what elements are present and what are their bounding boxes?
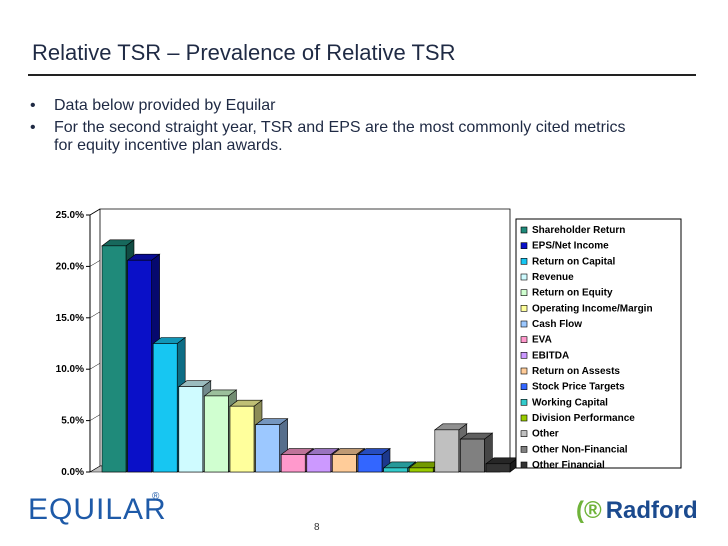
legend-swatch [520, 336, 528, 343]
page-number: 8 [314, 522, 320, 533]
legend-label: Revenue [532, 272, 574, 283]
equilar-logo: EQUILAR ® [28, 491, 167, 527]
radford-mark-icon: (® [576, 497, 602, 524]
bar [434, 429, 460, 473]
bullet-dot-icon: • [30, 119, 36, 136]
bullet-dot-icon: • [30, 97, 36, 114]
bullet-list: • Data below provided by Equilar • For the… [28, 97, 648, 159]
legend-swatch [520, 367, 528, 375]
legend-label: Division Performance [532, 413, 635, 424]
legend-label: Other Non-Financial [532, 444, 628, 455]
legend-box [515, 218, 682, 469]
legend-label: EVA [532, 335, 552, 346]
legend-label: Return on Assests [532, 366, 620, 377]
bar [332, 454, 357, 473]
legend-swatch [520, 242, 528, 249]
legend-label: Shareholder Return [532, 225, 625, 236]
y-tick-depth [89, 414, 101, 421]
legend-swatch [520, 289, 528, 296]
bar [229, 405, 255, 473]
legend-swatch [520, 430, 528, 437]
legend-swatch [520, 383, 528, 390]
bar [152, 343, 178, 473]
legend-swatch [520, 320, 528, 328]
legend-swatch [520, 461, 528, 469]
bar [357, 454, 383, 473]
y-tick-depth [89, 260, 101, 267]
legend-swatch [520, 399, 528, 406]
bar [306, 454, 332, 473]
y-tick-depth [89, 465, 101, 473]
legend-label: Working Capital [532, 397, 608, 408]
y-tick-label: 25.0% [56, 210, 84, 221]
y-tick-depth [89, 362, 101, 370]
legend-swatch [520, 226, 528, 234]
legend-swatch [520, 446, 528, 453]
radford-logo-text: Radford [605, 497, 698, 524]
y-tick-label: 20.0% [56, 261, 84, 272]
legend-label: Return on Equity [532, 288, 613, 299]
legend-swatch [520, 352, 528, 359]
bar [204, 395, 229, 473]
bullet-text: Data below provided by Equilar [54, 97, 276, 114]
legend-swatch [520, 414, 528, 422]
y-tick-label: 5.0% [61, 416, 84, 427]
legend-label: Stock Price Targets [532, 382, 625, 393]
legend-label: Other Financial [532, 460, 605, 471]
bar [383, 467, 408, 473]
legend-swatch [520, 258, 528, 265]
equilar-logo-text: EQUILAR [28, 493, 167, 526]
y-tick-label: 10.0% [56, 364, 84, 375]
legend-label: EBITDA [532, 350, 569, 361]
legend-label: Return on Capital [532, 256, 616, 267]
bar [485, 463, 511, 473]
bar [101, 245, 127, 473]
legend-label: Cash Flow [532, 319, 582, 330]
bar [255, 424, 280, 473]
y-tick-depth [89, 208, 101, 216]
legend-label: Other [532, 429, 559, 440]
radford-logo: (® Radford [576, 497, 698, 525]
legend-swatch [520, 305, 528, 312]
slide-title: Relative TSR – Prevalence of Relative TS… [32, 40, 456, 65]
bullet-text: For the second straight year, TSR and EP… [54, 119, 626, 154]
legend-swatch [520, 273, 528, 281]
bar [408, 467, 434, 473]
title-divider [28, 74, 696, 76]
bullet-item: • For the second straight year, TSR and E… [28, 119, 648, 155]
legend-label: EPS/Net Income [532, 241, 609, 252]
registered-icon: ® [152, 491, 161, 502]
y-tick-depth [89, 311, 101, 319]
bar [280, 454, 306, 473]
y-tick-label: 0.0% [61, 467, 84, 478]
bar [127, 259, 152, 473]
y-tick-label: 15.0% [56, 313, 84, 324]
bullet-item: • Data below provided by Equilar [28, 97, 648, 115]
legend-label: Operating Income/Margin [532, 303, 653, 314]
bar [178, 386, 204, 473]
bar [460, 438, 485, 473]
